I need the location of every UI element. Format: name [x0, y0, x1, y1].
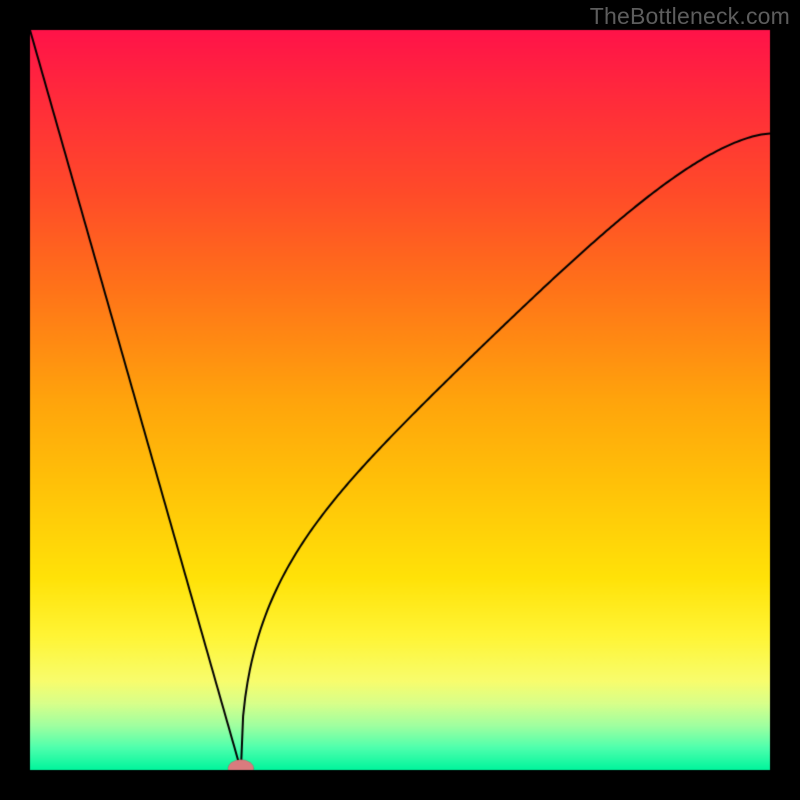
bottleneck-chart-canvas	[0, 0, 800, 800]
chart-container: TheBottleneck.com	[0, 0, 800, 800]
watermark-text: TheBottleneck.com	[590, 3, 790, 30]
